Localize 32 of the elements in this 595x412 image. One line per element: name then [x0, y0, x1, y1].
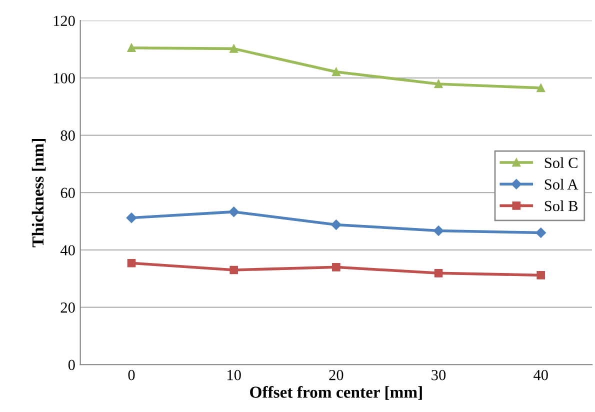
point [434, 80, 443, 88]
x-tick-label: 30 [432, 370, 446, 380]
point [536, 228, 546, 238]
point [126, 212, 137, 223]
point [536, 271, 546, 280]
y-tick-label: 20 [60, 302, 75, 313]
y-tick-label: 60 [60, 188, 75, 198]
point [536, 84, 546, 92]
point [332, 68, 340, 76]
y-tick-label: 0 [68, 360, 75, 370]
point [228, 206, 239, 217]
point [127, 44, 136, 52]
y-tick-label: 100 [54, 73, 75, 84]
x-axis-title: Offset from center [mm] [250, 386, 422, 400]
y-tick-label: 120 [54, 16, 75, 26]
x-tick-label: 0 [128, 370, 135, 380]
x-tick-label: 10 [228, 370, 241, 380]
legend-label: Sol A [544, 178, 578, 190]
point [230, 44, 238, 53]
y-tick-label: 80 [60, 130, 75, 141]
point [127, 258, 136, 268]
x-tick-label: 20 [329, 370, 344, 380]
x-tick-label: 40 [534, 370, 548, 380]
point [230, 266, 238, 274]
legend-label: Sol B [544, 200, 578, 212]
y-tick-label: 40 [60, 245, 75, 256]
point [331, 220, 342, 230]
point [332, 262, 340, 272]
legend-label: Sol C [544, 157, 578, 168]
point [434, 269, 443, 278]
point [433, 226, 444, 236]
y-axis-title: Thickness [nm] [32, 138, 46, 248]
